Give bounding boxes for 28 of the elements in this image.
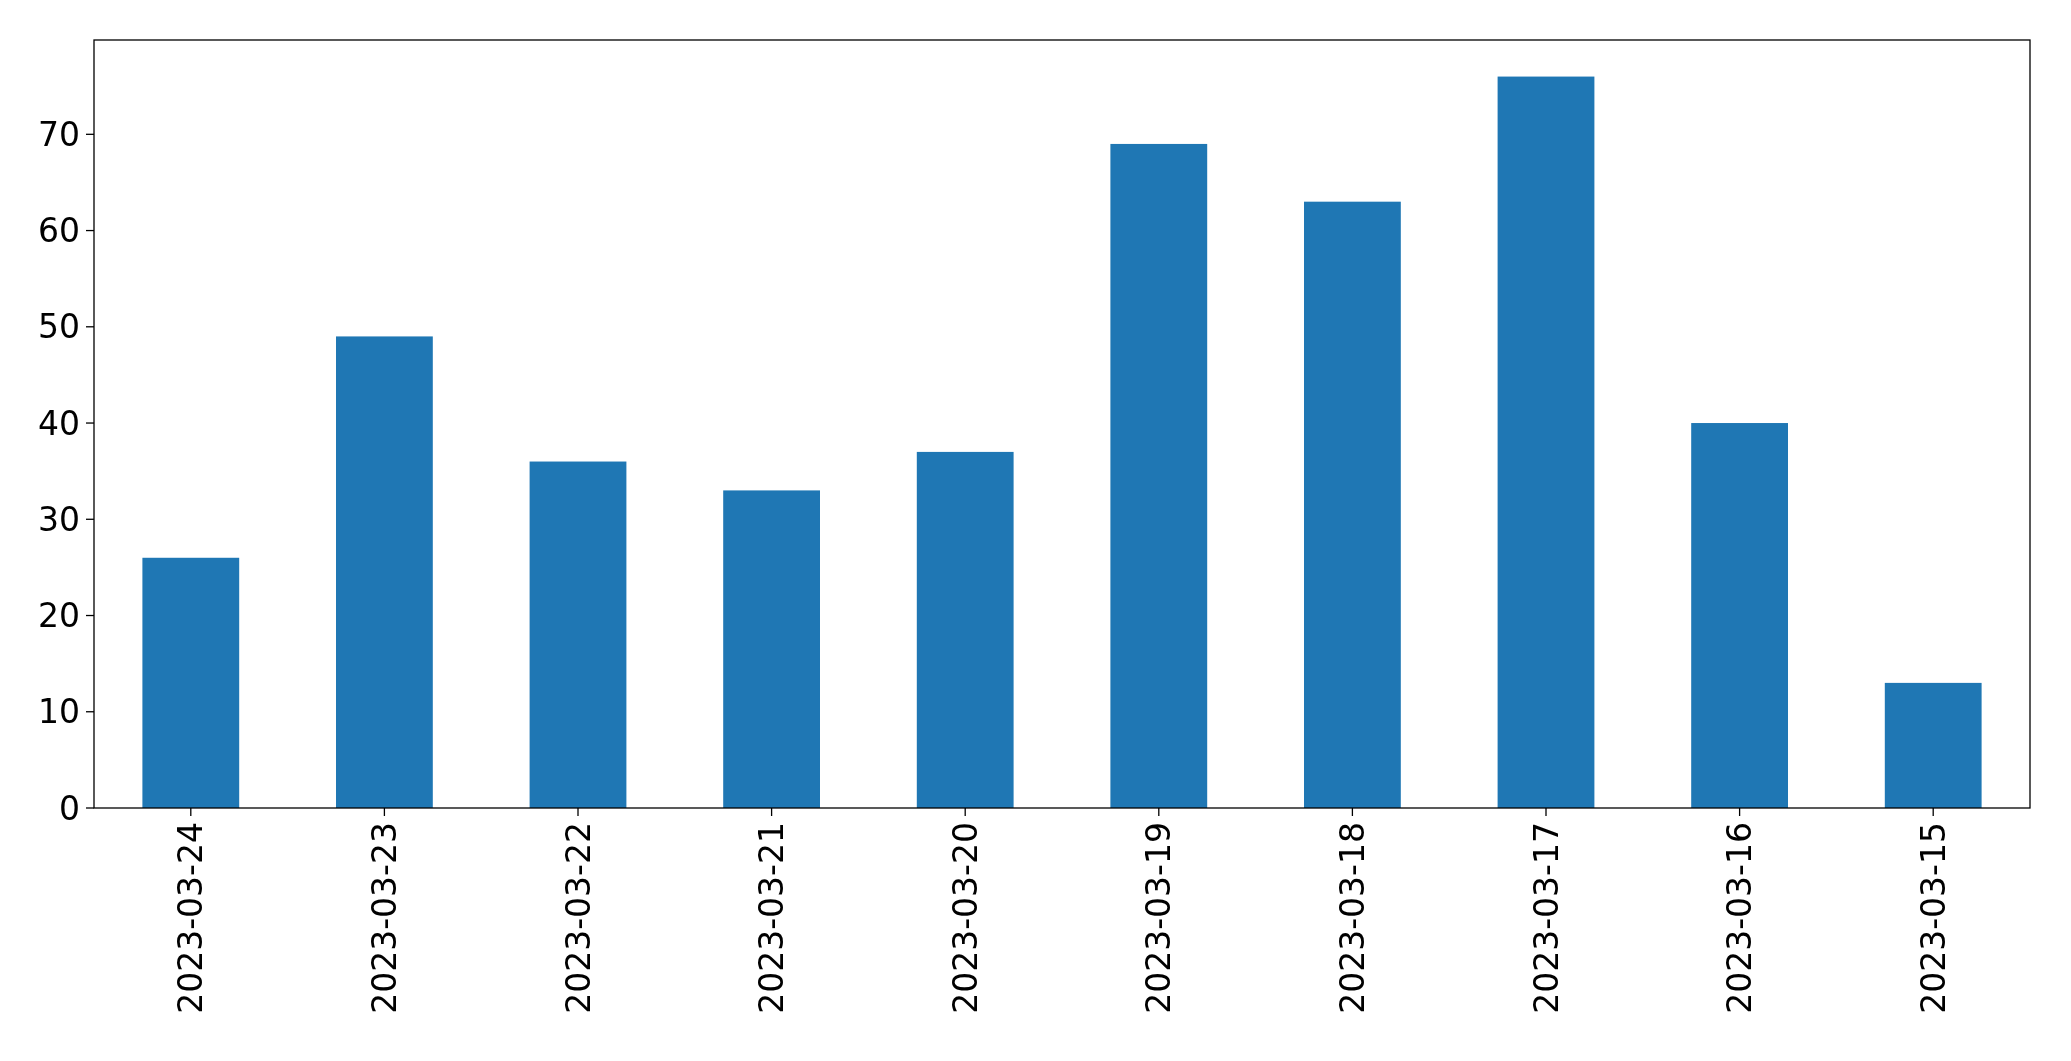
y-tick-label: 0 (59, 788, 80, 828)
y-tick-label: 60 (38, 211, 80, 251)
x-tick-label: 2023-03-19 (1139, 822, 1179, 1014)
y-tick-label: 20 (38, 596, 80, 636)
bar (336, 336, 433, 808)
bar (1110, 143, 1208, 808)
x-tick-label: 2023-03-20 (945, 822, 985, 1014)
y-tick-label: 10 (38, 692, 80, 732)
bar (1691, 423, 1788, 808)
x-tick-label: 2023-03-16 (1720, 822, 1760, 1014)
bar (142, 557, 240, 808)
x-tick-label: 2023-03-22 (558, 822, 598, 1014)
bar (723, 490, 820, 808)
x-tick-label: 2023-03-17 (1526, 822, 1566, 1014)
y-tick-label: 30 (38, 499, 80, 539)
x-tick-label: 2023-03-23 (364, 822, 404, 1014)
bar (1304, 201, 1401, 808)
bar (1497, 76, 1595, 808)
y-tick-label: 70 (38, 114, 80, 154)
bar (916, 451, 1014, 808)
y-tick-label: 40 (38, 403, 80, 443)
x-tick-label: 2023-03-24 (171, 822, 211, 1014)
bar (1884, 682, 1982, 808)
y-tick-label: 50 (38, 307, 80, 347)
x-tick-label: 2023-03-18 (1332, 822, 1372, 1014)
x-tick-label: 2023-03-21 (752, 822, 792, 1014)
bar (529, 461, 627, 808)
x-tick-label: 2023-03-15 (1913, 822, 1953, 1014)
